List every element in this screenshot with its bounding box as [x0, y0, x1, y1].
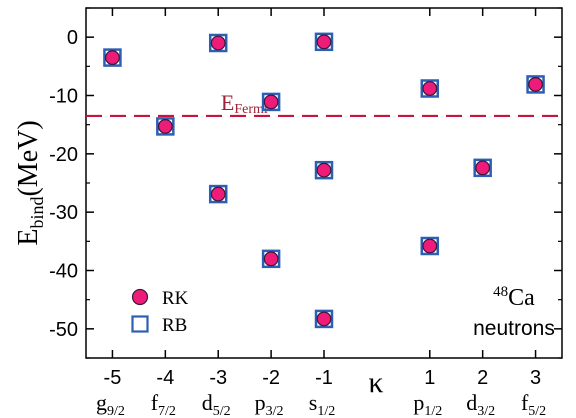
data-markers	[103, 32, 545, 329]
rb-square-marker	[420, 236, 440, 256]
x-tick-label: -4	[156, 367, 174, 389]
orbital-label: d5/2	[202, 390, 231, 418]
rb-square-marker	[420, 79, 440, 98]
rk-circle-marker	[422, 81, 438, 96]
rk-circle-marker	[316, 34, 332, 50]
rb-square-marker	[208, 33, 228, 53]
y-tick-label: 0	[67, 27, 78, 49]
orbital-label: p1/2	[413, 390, 442, 418]
y-axis-title: Ebind(MeV)	[13, 120, 47, 245]
y-tick-label: -20	[49, 144, 78, 166]
rk-circle-marker	[475, 160, 491, 176]
orbital-label: p3/2	[255, 390, 284, 418]
legend: RK RB	[131, 288, 189, 336]
rb-square-marker	[314, 309, 334, 329]
rb-square-marker	[261, 249, 281, 269]
orbital-label: s1/2	[309, 390, 335, 418]
y-tick-label: -50	[49, 319, 78, 341]
x-tick-label: -2	[262, 367, 280, 389]
y-tick-label: -40	[49, 261, 78, 283]
rb-square-marker	[261, 92, 281, 112]
nucleus-particles: neutrons	[473, 317, 555, 340]
rk-circle-marker	[210, 186, 226, 202]
rb-square-marker	[103, 48, 122, 67]
rb-square-marker	[208, 184, 228, 204]
x-tick-label: 2	[477, 367, 488, 389]
rk-circle-marker	[263, 251, 279, 267]
rk-circle-marker	[316, 162, 332, 178]
x-tick-label: 3	[530, 367, 541, 389]
rk-circle-marker	[528, 77, 543, 92]
rk-circle-marker	[316, 311, 332, 327]
fermi-label: EFermi	[221, 90, 268, 117]
y-axis-label: Ebind(MeV)	[13, 120, 47, 245]
x-tick-label: 1	[424, 367, 435, 389]
orbital-label: f5/2	[521, 390, 546, 418]
legend-rb-label: RB	[162, 315, 187, 336]
kappa-symbol: κ	[368, 366, 383, 399]
rk-circle-marker	[210, 35, 226, 51]
legend-rk-label: RK	[162, 288, 189, 309]
rk-circle-marker	[157, 119, 173, 134]
x-axis: -5g9/2 -4f7/2 -3d5/2 -2p3/2 -1s1/2 1p1/2 2d3/2…	[96, 8, 546, 418]
y-tick-label: -10	[49, 86, 78, 108]
orbital-label: d3/2	[466, 390, 495, 418]
rb-square-marker	[314, 32, 334, 52]
rk-circle-marker	[422, 238, 438, 254]
rk-circle-marker	[263, 94, 279, 110]
orbital-label: g9/2	[96, 390, 125, 418]
x-tick-label: -3	[209, 367, 227, 389]
nucleus-name: 48Ca	[493, 284, 535, 311]
legend-rb-marker	[131, 315, 149, 333]
rb-square-marker	[473, 158, 492, 178]
fermi-level: EFermi	[86, 90, 562, 118]
rb-square-marker	[314, 160, 334, 180]
plot-frame	[85, 7, 563, 359]
x-tick-label: -1	[315, 367, 333, 389]
orbital-label: f7/2	[151, 390, 176, 418]
y-axis: 0 -10 -20 -30 -40 -50	[49, 7, 562, 359]
y-tick-label: -30	[49, 202, 78, 224]
legend-rk-marker	[131, 288, 149, 306]
nucleus-annotation: 48Ca neutrons	[473, 284, 555, 340]
plot-area	[85, 7, 563, 359]
rk-circle-marker	[105, 50, 120, 65]
rb-square-marker	[156, 117, 175, 136]
x-tick-label: -5	[104, 367, 122, 389]
rb-square-marker	[526, 75, 545, 94]
